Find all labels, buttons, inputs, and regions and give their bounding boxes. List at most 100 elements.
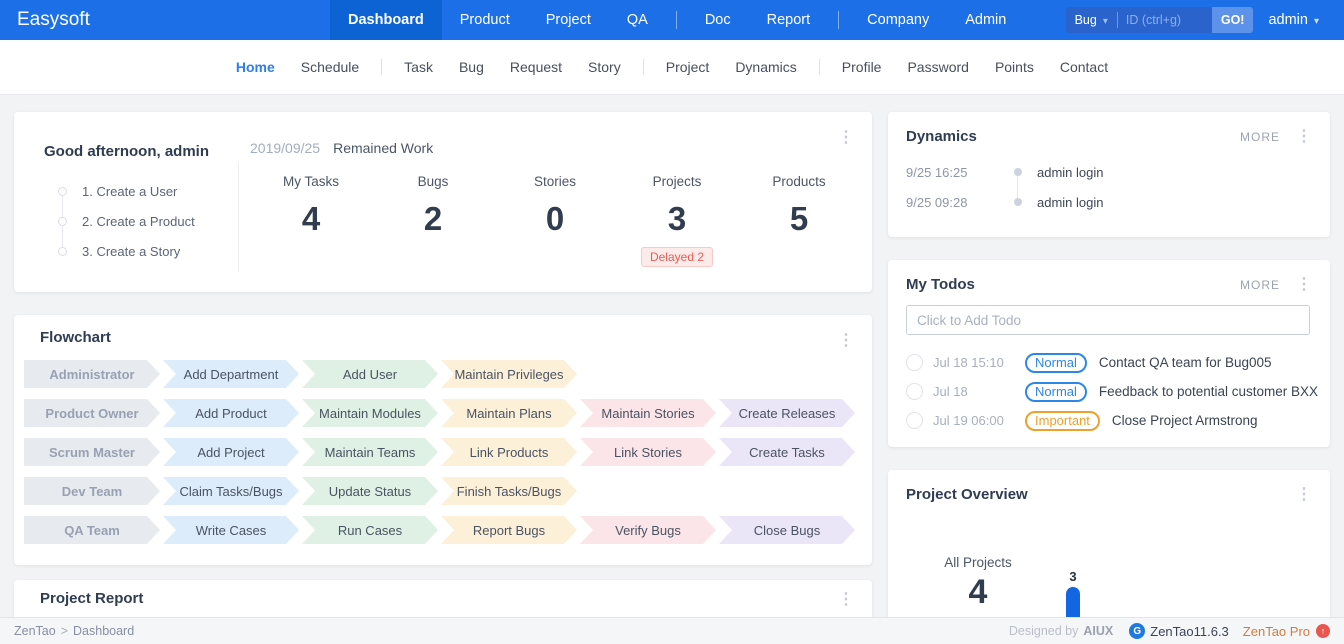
stat-stories: Stories 0 [494, 174, 616, 267]
flow-step[interactable]: Maintain Stories [580, 399, 716, 427]
todos-more-link[interactable]: MORE [1240, 277, 1280, 292]
zentao-logo-icon[interactable] [1129, 623, 1146, 639]
topnav-item-admin[interactable]: Admin [947, 0, 1024, 40]
subnav-label: Points [994, 59, 1034, 75]
stat-value-link[interactable]: 5 [789, 200, 809, 237]
stat-value-link[interactable]: 2 [423, 200, 443, 237]
topnav-item-company[interactable]: Company [849, 0, 947, 40]
subnav-item-task[interactable]: Task [391, 59, 446, 75]
todo-checkbox[interactable] [906, 383, 923, 400]
flow-step[interactable]: Maintain Modules [302, 399, 438, 427]
search-id-input[interactable] [1117, 13, 1212, 27]
flow-step[interactable]: Link Stories [580, 438, 716, 466]
flow-step[interactable]: Run Cases [302, 516, 438, 544]
subnav-label: Schedule [300, 59, 360, 75]
flow-step[interactable]: Link Products [441, 438, 577, 466]
flow-step[interactable]: Maintain Privileges [441, 360, 577, 388]
flow-role: Scrum Master [24, 438, 160, 466]
designed-by-label: Designed by [1008, 624, 1079, 638]
delayed-badge[interactable]: Delayed 2 [640, 247, 714, 267]
step-link-create-product[interactable]: 2. Create a Product [82, 213, 195, 229]
step-link-create-user[interactable]: 1. Create a User [82, 183, 178, 199]
todo-checkbox[interactable] [906, 412, 923, 429]
topnav-item-product[interactable]: Product [442, 0, 528, 40]
flow-step[interactable]: Add Department [163, 360, 299, 388]
dynamics-header: Dynamics MORE [888, 112, 1330, 145]
dynamics-text: admin login [1037, 194, 1104, 210]
dynamics-item: 9/25 16:25 admin login [906, 157, 1330, 187]
search-type-select[interactable]: Bug [1066, 7, 1117, 33]
user-name: admin [1268, 12, 1308, 28]
card-menu-icon[interactable] [838, 333, 854, 349]
top-nav-menu: Dashboard Product Project QA Doc Report … [330, 0, 1024, 40]
subnav-item-request[interactable]: Request [497, 59, 575, 75]
card-menu-icon[interactable] [1296, 129, 1312, 145]
todo-text-link[interactable]: Feedback to potential customer BXX [1098, 384, 1319, 399]
subnav-item-story[interactable]: Story [575, 59, 634, 75]
stat-label: Stories [533, 174, 577, 189]
zentao-version-link[interactable]: ZenTao11.6.3 [1150, 623, 1229, 639]
subnav-divider [642, 59, 644, 75]
step-circle-icon [58, 186, 67, 196]
flow-step[interactable]: Add User [302, 360, 438, 388]
subnav-item-bug[interactable]: Bug [446, 59, 497, 75]
dynamics-time: 9/25 09:28 [906, 194, 968, 210]
card-menu-icon[interactable] [838, 592, 854, 608]
dynamics-item: 9/25 09:28 admin login [906, 187, 1330, 217]
search-go-button[interactable]: GO! [1211, 7, 1254, 33]
subnav-item-project[interactable]: Project [653, 59, 723, 75]
flow-step[interactable]: Verify Bugs [580, 516, 716, 544]
flow-step[interactable]: Finish Tasks/Bugs [441, 477, 577, 505]
todo-checkbox[interactable] [906, 354, 923, 371]
flow-step[interactable]: Update Status [302, 477, 438, 505]
subnav-label: Bug [458, 59, 484, 75]
card-menu-icon[interactable] [838, 130, 854, 146]
flow-step[interactable]: Create Releases [719, 399, 855, 427]
flow-step[interactable]: Write Cases [163, 516, 299, 544]
topnav-item-report[interactable]: Report [749, 0, 829, 40]
flow-step[interactable]: Close Bugs [719, 516, 855, 544]
flowchart-title: Flowchart [40, 329, 111, 346]
stat-value-link[interactable]: 4 [301, 200, 321, 237]
step-link-create-story[interactable]: 3. Create a Story [82, 243, 181, 259]
flow-role: Product Owner [24, 399, 160, 427]
dynamics-title: Dynamics [906, 128, 977, 145]
todo-text-link[interactable]: Contact QA team for Bug005 [1098, 355, 1272, 370]
flow-step[interactable]: Maintain Plans [441, 399, 577, 427]
topnav-item-project[interactable]: Project [528, 0, 609, 40]
stat-value-link[interactable]: 0 [545, 200, 565, 237]
topnav-item-doc[interactable]: Doc [687, 0, 749, 40]
subnav-item-password[interactable]: Password [894, 59, 981, 75]
stat-value-link[interactable]: 3 [667, 200, 687, 237]
flow-step[interactable]: Maintain Teams [302, 438, 438, 466]
chevron-down-icon [1103, 13, 1108, 27]
card-menu-icon[interactable] [1296, 487, 1312, 503]
upgrade-arrow-icon[interactable] [1316, 624, 1330, 638]
quick-search: Bug GO! [1065, 7, 1254, 33]
flow-step[interactable]: Report Bugs [441, 516, 577, 544]
brand-logo[interactable]: Easysoft [0, 0, 330, 40]
subnav-item-contact[interactable]: Contact [1047, 59, 1121, 75]
subnav-item-schedule[interactable]: Schedule [288, 59, 372, 75]
subnav-item-home[interactable]: Home [223, 59, 288, 75]
topnav-item-qa[interactable]: QA [609, 0, 666, 40]
topnav-item-dashboard[interactable]: Dashboard [330, 0, 442, 40]
zentao-pro-link[interactable]: ZenTao Pro [1242, 623, 1310, 639]
aiux-link[interactable]: AIUX [1083, 624, 1114, 638]
user-menu[interactable]: admin [1253, 12, 1334, 28]
subnav-divider [381, 59, 383, 75]
subnav-item-dynamics[interactable]: Dynamics [722, 59, 809, 75]
topnav-label: Product [459, 12, 510, 28]
subnav-item-points[interactable]: Points [982, 59, 1047, 75]
todo-add-input[interactable] [906, 305, 1310, 335]
flow-step[interactable]: Add Product [163, 399, 299, 427]
breadcrumb-zentao-link[interactable]: ZenTao [14, 624, 56, 638]
dynamics-more-link[interactable]: MORE [1240, 129, 1280, 144]
flow-step[interactable]: Create Tasks [719, 438, 855, 466]
todo-text-link[interactable]: Close Project Armstrong [1111, 413, 1258, 428]
flow-step[interactable]: Add Project [163, 438, 299, 466]
card-menu-icon[interactable] [1296, 277, 1312, 293]
flow-step[interactable]: Claim Tasks/Bugs [163, 477, 299, 505]
greeting-card: Good afternoon, admin 1. Create a User 2… [14, 112, 872, 292]
subnav-item-profile[interactable]: Profile [829, 59, 895, 75]
